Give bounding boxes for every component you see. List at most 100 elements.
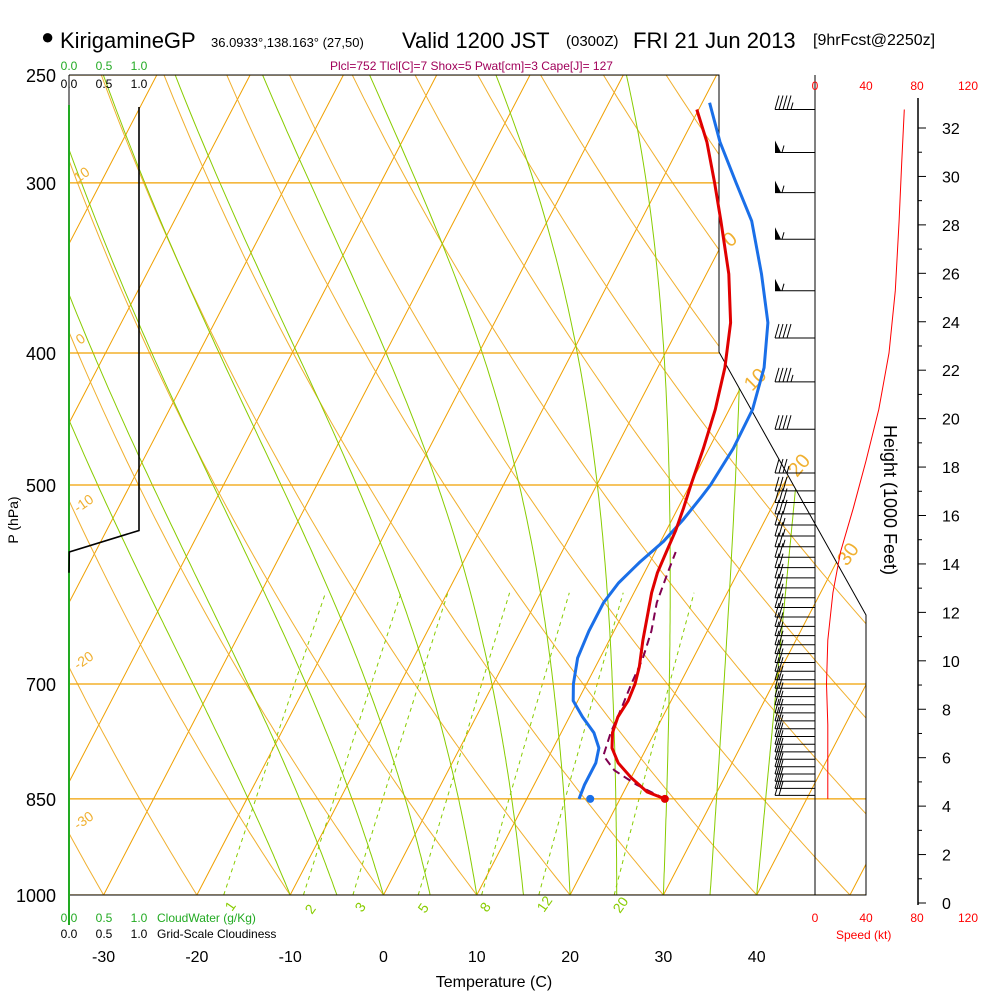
- wind-barb-flag: [778, 767, 784, 782]
- wind-barb-flag: [778, 648, 784, 663]
- wind-barb-half-flag: [781, 145, 785, 153]
- temperature-tick-label: -30: [92, 949, 115, 966]
- wind-barb-flag: [786, 415, 792, 430]
- mixing-ratio-line: [223, 592, 326, 895]
- wind-barb-flag: [778, 323, 784, 339]
- wind-barb-flag: [778, 510, 784, 526]
- sounding-profiles: [571, 102, 770, 803]
- wind-barb: [774, 737, 815, 753]
- dry-adiabat-line: [100, 75, 571, 895]
- wind-barb-flag: [774, 458, 780, 474]
- cloud-water-scale-bottom: 1.0: [131, 911, 148, 925]
- wind-barb-half-flag: [781, 283, 785, 291]
- wind-barb-flag: [778, 674, 784, 689]
- theta-e-label: 10: [740, 364, 771, 395]
- wind-barb: [775, 140, 815, 154]
- wind-barb-flag: [778, 521, 784, 537]
- wind-barb-flag: [774, 367, 780, 383]
- surface-dewpoint-dot: [586, 794, 595, 803]
- temperature-tick-label: 20: [561, 949, 579, 966]
- cloudiness-scale-top: 0.5: [96, 77, 113, 91]
- dry-adiabat-label: -30: [71, 808, 97, 833]
- wind-barb-flag: [774, 630, 780, 645]
- wind-barb-flag: [778, 714, 784, 729]
- wind-barb: [774, 621, 815, 637]
- wind-barb: [774, 553, 815, 569]
- moist-adiabat-line: [102, 75, 431, 895]
- wind-barb-half-flag: [782, 539, 786, 547]
- wind-barb-flag: [778, 593, 784, 608]
- moist-adiabat-line: [369, 75, 571, 895]
- moist-adiabat-line: [69, 75, 384, 895]
- dry-adiabat-line: [163, 75, 664, 895]
- height-tick-label: 6: [942, 751, 951, 768]
- wind-barb: [774, 745, 815, 760]
- wind-barb: [774, 323, 815, 339]
- wind-barb: [774, 367, 815, 383]
- parcel-trace: [602, 551, 677, 800]
- moist-adiabat-line: [69, 75, 291, 895]
- mixing-ratio-label: 8: [476, 899, 494, 915]
- dry-adiabat-label: 0: [73, 330, 89, 348]
- cloudiness-scale-bottom: 0.0: [61, 927, 78, 941]
- stability-indices: Plcl=752 Tlcl[C]=7 Shox=5 Pwat[cm]=3 Cap…: [330, 59, 613, 73]
- speed-axis-label: Speed (kt): [836, 928, 891, 942]
- wind-barb-flag: [778, 774, 784, 789]
- pressure-tick-label: 400: [26, 344, 56, 364]
- wind-barb: [774, 767, 815, 782]
- wind-barb: [774, 690, 815, 706]
- temperature-tick-label: 40: [748, 949, 766, 966]
- height-tick-label: 18: [942, 460, 960, 477]
- dry-adiabat-line: [69, 75, 291, 895]
- moist-adiabat-line: [69, 75, 338, 895]
- speed-tick-top: 120: [958, 79, 978, 93]
- isotherm-line: [849, 75, 866, 895]
- moist-adiabat-line: [262, 75, 524, 895]
- mixing-ratio-line: [352, 592, 449, 895]
- mixing-ratio-label: 12: [533, 893, 555, 915]
- wind-barb-flag: [774, 674, 780, 689]
- mixing-ratio-line: [538, 592, 624, 895]
- wind-barb-flag: [778, 730, 784, 745]
- wind-barb-pennant: [775, 140, 781, 153]
- height-tick-label: 12: [942, 605, 960, 622]
- wind-barb: [774, 543, 815, 558]
- wind-barb: [774, 730, 815, 745]
- cloud-water-label: CloudWater (g/Kg): [157, 911, 256, 925]
- wind-barb-flag: [778, 737, 784, 752]
- wind-barb-half-flag: [786, 465, 790, 474]
- wind-barb-pennant: [775, 227, 781, 240]
- wind-barb: [774, 521, 815, 537]
- wind-barb-half-flag: [790, 102, 794, 110]
- cloud-water-scale-bottom: 0.0: [61, 911, 78, 925]
- wind-barb-flag: [774, 706, 780, 722]
- wind-barb-flag: [778, 612, 784, 627]
- cloudiness-scale-top: 1.0: [131, 77, 148, 91]
- wind-barb: [774, 593, 815, 608]
- dry-adiabat-line: [853, 75, 866, 895]
- wind-barb-flag: [778, 488, 784, 503]
- wind-barb-flag: [774, 714, 780, 729]
- wind-barb-flag: [778, 583, 784, 598]
- wind-barb-flag: [774, 602, 780, 618]
- wind-barb: [774, 476, 815, 492]
- wind-barb: [774, 458, 815, 474]
- mixing-ratio-line: [613, 592, 695, 895]
- dry-adiabat-line: [917, 75, 1000, 895]
- wind-barb-flag: [778, 745, 784, 760]
- wind-barb-flag: [774, 752, 780, 767]
- wind-barb-flag: [774, 781, 780, 796]
- dry-adiabat-line: [289, 75, 851, 895]
- wind-barb-flag: [774, 323, 780, 339]
- wind-barb-flag: [774, 682, 780, 697]
- wind-barb: [774, 583, 815, 599]
- cloudiness-label: Grid-Scale Cloudiness: [157, 927, 276, 941]
- wind-barb-flag: [774, 730, 780, 745]
- height-tick-label: 22: [942, 363, 960, 380]
- wind-barb-flag: [778, 543, 784, 558]
- wind-barb: [774, 95, 815, 110]
- mixing-ratio-label: 5: [414, 900, 432, 916]
- wind-barb-flag: [778, 698, 784, 714]
